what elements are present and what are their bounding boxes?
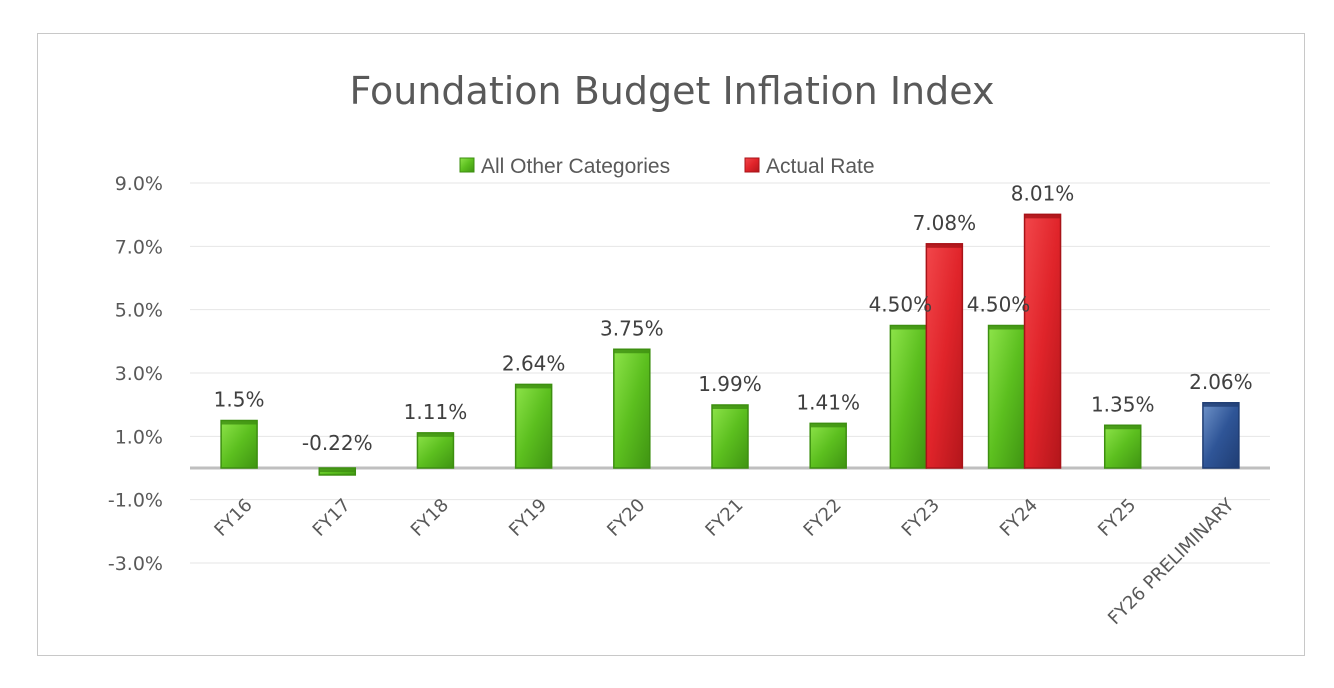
y-tick-label: -1.0% [108,490,163,512]
x-axis: FY16 FY17 FY18 FY19 FY20 FY21 FY22 FY23 FY24 FY25… [210,494,1239,629]
bar-chart: Foundation Budget Inflation Index All Ot… [108,69,1270,629]
data-label: 3.75% [600,316,664,340]
data-label: 4.50% [869,293,933,317]
data-label: 1.35% [1091,392,1155,416]
y-tick-label: 1.0% [115,426,163,448]
data-label: 2.64% [502,351,566,375]
bar-fy26-preliminary-series-2 [1202,402,1240,469]
y-tick-label: 3.0% [115,363,163,385]
data-label: 4.50% [967,293,1031,317]
x-tick-label: FY16 [210,495,256,541]
chart-title: Foundation Budget Inflation Index [350,69,995,113]
y-tick-label: -3.0% [108,553,163,575]
y-tick-label: 5.0% [115,300,163,322]
bar-fy23-series-1 [925,243,964,469]
chart-frame: Foundation Budget Inflation Index All Ot… [37,33,1305,656]
bar-bevel [988,325,1025,330]
legend-swatch [459,157,475,173]
x-tick-label: FY18 [407,495,453,541]
data-label: 8.01% [1011,181,1075,205]
data-label: 1.5% [214,388,265,412]
bar-fy23-series-0 [889,324,928,469]
bar-bevel [712,404,748,409]
x-tick-label: FY23 [898,495,944,541]
bar-bevel [613,349,650,354]
bar-bevel [1024,214,1061,219]
bar-bevel [890,325,927,330]
bar-fy24-series-0 [987,324,1026,469]
data-label: 7.08% [913,211,977,235]
bars [220,213,1240,476]
bar-fy22-series-0 [809,422,847,469]
legend: All Other Categories Actual Rate [459,155,875,178]
x-tick-label: FY21 [701,495,747,541]
data-labels: 1.5% -0.22% 1.11% 2.64% 3.75% 1.99% 1.41% 4.50%… [214,181,1253,455]
x-tick-label: FY19 [505,495,551,541]
bar-bevel [810,423,847,428]
legend-swatch [744,157,760,173]
y-axis: 9.0% 7.0% 5.0% 3.0% 1.0% -1.0% -3.0% [108,173,163,575]
bar-fy25-series-0 [1103,424,1142,469]
data-label: 2.06% [1189,370,1253,394]
bar-fy24-series-1 [1023,213,1062,469]
data-label: 1.99% [698,372,762,396]
x-tick-label: FY22 [800,495,846,541]
bar-fy21-series-0 [711,404,749,469]
data-label: 1.11% [404,400,468,424]
bar-bevel [1202,402,1239,407]
data-label: -0.22% [302,431,373,455]
bar-fy19-series-0 [514,383,553,469]
x-tick-label: FY20 [603,495,649,541]
bar-bevel [319,468,356,472]
bar-fy18-series-0 [416,432,455,469]
y-tick-label: 9.0% [115,173,163,195]
legend-label: All Other Categories [481,155,670,178]
data-label: 1.41% [796,390,860,414]
bar-fy20-series-0 [613,348,651,469]
bar-bevel [515,384,552,389]
bar-bevel [926,243,963,248]
x-tick-label: FY17 [309,495,355,541]
x-tick-label: FY25 [1094,495,1140,541]
bar-bevel [417,432,454,437]
x-tick-label: FY24 [996,495,1042,541]
legend-label: Actual Rate [766,155,875,178]
bar-bevel [221,420,258,425]
y-tick-label: 7.0% [115,236,163,258]
bar-fy16-series-0 [220,419,258,469]
bar-bevel [1104,425,1141,430]
